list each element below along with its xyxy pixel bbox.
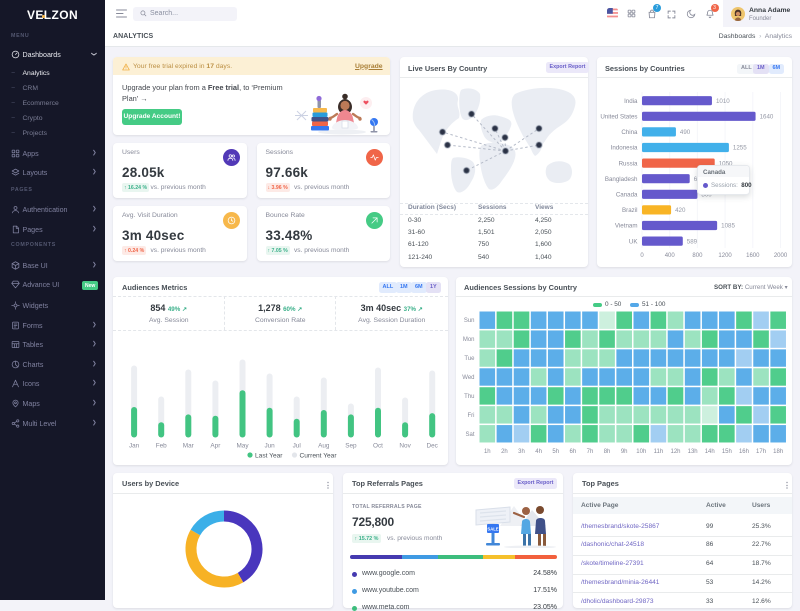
svg-text:1085: 1085 xyxy=(721,223,735,230)
svg-text:12h: 12h xyxy=(670,449,680,455)
svg-text:1255: 1255 xyxy=(732,145,746,152)
svg-text:490: 490 xyxy=(679,129,690,136)
svg-text:13h: 13h xyxy=(687,449,697,455)
svg-text:UK: UK xyxy=(628,238,637,245)
svg-text:17h: 17h xyxy=(756,449,766,455)
svg-text:420: 420 xyxy=(675,207,686,214)
svg-text:7h: 7h xyxy=(586,449,593,455)
svg-text:Jul: Jul xyxy=(293,443,301,450)
svg-text:Jun: Jun xyxy=(264,443,275,450)
svg-text:Nov: Nov xyxy=(399,443,411,450)
svg-text:United States: United States xyxy=(600,114,637,121)
svg-text:1200: 1200 xyxy=(718,253,732,259)
svg-text:SALE: SALE xyxy=(487,527,498,532)
svg-text:1h: 1h xyxy=(483,449,490,455)
svg-text:8h: 8h xyxy=(603,449,610,455)
svg-text:0: 0 xyxy=(640,253,644,259)
svg-text:1640: 1640 xyxy=(759,114,773,121)
svg-text:Jan: Jan xyxy=(129,443,140,450)
svg-text:800: 800 xyxy=(692,253,703,259)
svg-text:6h: 6h xyxy=(569,449,576,455)
svg-text:Mon: Mon xyxy=(462,337,474,343)
svg-text:Apr: Apr xyxy=(210,443,221,450)
svg-text:Bangladesh: Bangladesh xyxy=(604,176,637,183)
svg-text:2000: 2000 xyxy=(773,253,787,259)
svg-text:800: 800 xyxy=(701,192,712,199)
svg-text:9h: 9h xyxy=(620,449,627,455)
svg-text:2h: 2h xyxy=(501,449,508,455)
svg-text:4h: 4h xyxy=(535,449,542,455)
svg-text:Current Year: Current Year xyxy=(300,453,338,460)
svg-text:Dec: Dec xyxy=(427,443,439,450)
svg-text:1010: 1010 xyxy=(715,98,729,105)
svg-text:Wed: Wed xyxy=(462,375,474,381)
svg-text:Vietnam: Vietnam xyxy=(614,223,637,230)
svg-text:Feb: Feb xyxy=(156,443,167,450)
svg-text:Brazil: Brazil xyxy=(622,207,637,214)
svg-text:589: 589 xyxy=(686,238,697,245)
svg-text:18h: 18h xyxy=(773,449,783,455)
svg-text:China: China xyxy=(621,129,638,136)
svg-text:Thu: Thu xyxy=(464,394,474,400)
svg-text:Tue: Tue xyxy=(464,356,475,362)
svg-text:Aug: Aug xyxy=(318,443,330,450)
svg-text:Sep: Sep xyxy=(345,443,357,450)
svg-text:1600: 1600 xyxy=(746,253,760,259)
svg-text:400: 400 xyxy=(664,253,675,259)
svg-text:11h: 11h xyxy=(653,449,663,455)
svg-text:Russia: Russia xyxy=(618,160,637,167)
svg-text:Sun: Sun xyxy=(463,318,474,324)
svg-text:Indonesia: Indonesia xyxy=(610,145,637,152)
svg-text:Oct: Oct xyxy=(373,443,383,450)
svg-text:15h: 15h xyxy=(721,449,731,455)
svg-text:May: May xyxy=(236,443,249,450)
svg-text:5h: 5h xyxy=(552,449,559,455)
svg-text:Sat: Sat xyxy=(465,432,474,438)
svg-text:Mar: Mar xyxy=(183,443,195,450)
svg-text:10h: 10h xyxy=(636,449,646,455)
svg-text:Last Year: Last Year xyxy=(255,453,283,460)
svg-text:1050: 1050 xyxy=(718,160,732,167)
svg-text:Fri: Fri xyxy=(467,413,474,419)
svg-text:3h: 3h xyxy=(518,449,525,455)
svg-text:14h: 14h xyxy=(704,449,714,455)
svg-text:Canada: Canada xyxy=(615,192,637,199)
svg-text:India: India xyxy=(624,98,638,105)
svg-text:16h: 16h xyxy=(738,449,748,455)
